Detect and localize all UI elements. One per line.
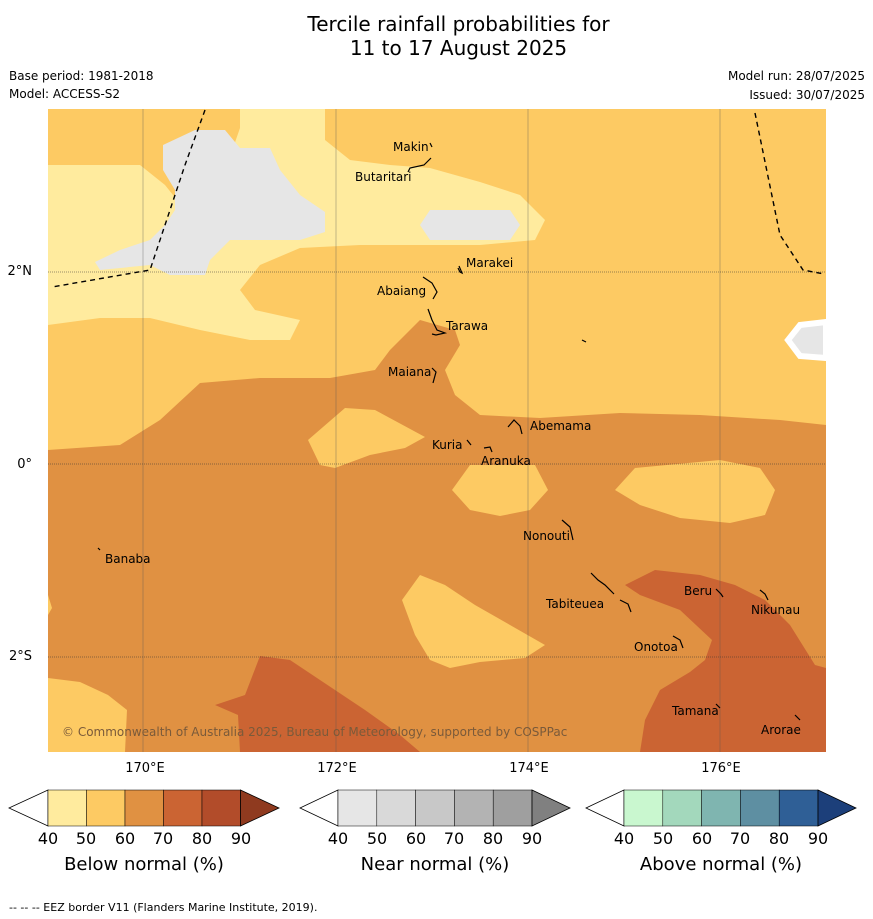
- tick-near-70: 70: [443, 829, 465, 848]
- region-below-50-b: [452, 465, 548, 516]
- lon-label-172: 172°E: [317, 761, 357, 776]
- place-tarawa: Tarawa: [446, 319, 489, 333]
- colorbar-near-swatch-3: [454, 789, 494, 827]
- colorbar-below-swatch-3: [163, 789, 203, 827]
- colorbar-near-swatch-0: [337, 789, 378, 827]
- place-banaba: Banaba: [105, 552, 151, 566]
- tick-below-50: 50: [75, 829, 97, 848]
- colorbar-near-swatch-2: [415, 789, 455, 827]
- model-run: Model run: 28/07/2025: [727, 69, 865, 83]
- colorbar-below-swatch-1: [86, 789, 126, 827]
- place-abemama: Abemama: [530, 419, 592, 433]
- colorbar-above-swatch-3: [740, 789, 780, 827]
- eez-footnote: -- -- -- EEZ border V11 (Flanders Marine…: [9, 901, 318, 914]
- colorbar-near-label: Near normal (%): [360, 854, 510, 875]
- colorbar-near-swatch-1: [376, 789, 416, 827]
- title-line-2: 11 to 17 August 2025: [349, 36, 568, 60]
- issued-date: Issued: 30/07/2025: [749, 88, 865, 102]
- place-beru: Beru: [684, 584, 713, 598]
- colorbar-below: [8, 789, 280, 827]
- colorbar-below-swatch-2: [124, 789, 164, 827]
- tick-below-70: 70: [152, 829, 174, 848]
- colorbar-near-swatch-4: [492, 789, 533, 827]
- colorbar-below-swatch-4: [201, 789, 241, 827]
- lon-label-170: 170°E: [125, 761, 165, 776]
- place-arorae: Arorae: [761, 723, 801, 737]
- tick-above-80: 80: [768, 829, 790, 848]
- eez-border: [51, 109, 825, 288]
- colorbar-near-swatch-5: [531, 789, 571, 827]
- colorbar-above-swatch-1: [662, 789, 702, 827]
- colorbar-below-swatch-5: [240, 789, 280, 827]
- tick-above-90: 90: [807, 829, 829, 848]
- region-below-50-c: [615, 460, 775, 523]
- region-below-50-a: [308, 408, 425, 468]
- region-below-50-w: [48, 595, 52, 615]
- region-below-70-s: [215, 656, 420, 752]
- lat-label-2n: 2°N: [7, 264, 33, 279]
- map-title: Tercile rainfall probabilities for 11 to…: [0, 12, 873, 60]
- tick-near-90: 90: [521, 829, 543, 848]
- colorbar-above-swatch-5: [817, 789, 857, 827]
- place-maiana: Maiana: [388, 365, 432, 379]
- colorbar-below-label: Below normal (%): [64, 854, 224, 875]
- region-near-40-center: [420, 210, 520, 240]
- region-near-40-east: [784, 318, 829, 362]
- lon-label-174: 174°E: [509, 761, 549, 776]
- colorbar-above-label: Above normal (%): [639, 854, 803, 875]
- colorbar-above-swatch-4: [778, 789, 819, 827]
- latitude-lines: [48, 271, 826, 658]
- copyright-notice: © Commonwealth of Australia 2025, Bureau…: [62, 725, 568, 739]
- base-period: Base period: 1981-2018: [9, 69, 154, 83]
- tick-below-40: 40: [37, 829, 59, 848]
- tick-above-60: 60: [691, 829, 713, 848]
- place-nikunau: Nikunau: [751, 603, 801, 617]
- region-below-70-se: [625, 570, 826, 752]
- place-kuria: Kuria: [432, 438, 463, 452]
- colorbar-above-swatch-0: [623, 789, 664, 827]
- tick-above-40: 40: [613, 829, 635, 848]
- place-tabiteuea: Tabiteuea: [546, 597, 605, 611]
- region-below-50-sw: [48, 678, 127, 752]
- place-makin: Makin: [393, 140, 429, 154]
- tick-below-60: 60: [114, 829, 136, 848]
- colorbar-near: [299, 789, 571, 827]
- place-tamana: Tamana: [672, 704, 719, 718]
- title-line-1: Tercile rainfall probabilities for: [307, 12, 610, 36]
- graticule: [142, 109, 721, 752]
- tick-near-40: 40: [327, 829, 349, 848]
- place-onotoa: Onotoa: [634, 640, 678, 654]
- place-butaritari: Butaritari: [355, 170, 412, 184]
- tick-below-80: 80: [191, 829, 213, 848]
- tick-below-90: 90: [230, 829, 252, 848]
- place-marakei: Marakei: [466, 256, 514, 270]
- place-aranuka: Aranuka: [481, 454, 531, 468]
- lat-label-2s: 2°S: [8, 649, 32, 664]
- lon-label-176: 176°E: [701, 761, 741, 776]
- region-below-50-d: [402, 575, 545, 668]
- island-outlines: [97, 142, 801, 721]
- lat-label-0: 0°: [17, 457, 32, 472]
- colorbar-below-swatch-0: [47, 789, 87, 827]
- tick-above-70: 70: [729, 829, 751, 848]
- place-abaiang: Abaiang: [377, 284, 427, 298]
- colorbar-above-swatch-2: [701, 789, 741, 827]
- place-nonouti: Nonouti: [523, 529, 570, 543]
- tick-above-50: 50: [652, 829, 674, 848]
- colorbar-above: [585, 789, 857, 827]
- tick-near-50: 50: [366, 829, 388, 848]
- colorbars: [8, 789, 857, 827]
- tick-near-60: 60: [405, 829, 427, 848]
- tick-near-80: 80: [482, 829, 504, 848]
- region-near-40-nw: [95, 130, 325, 275]
- model-name: Model: ACCESS-S2: [9, 87, 121, 101]
